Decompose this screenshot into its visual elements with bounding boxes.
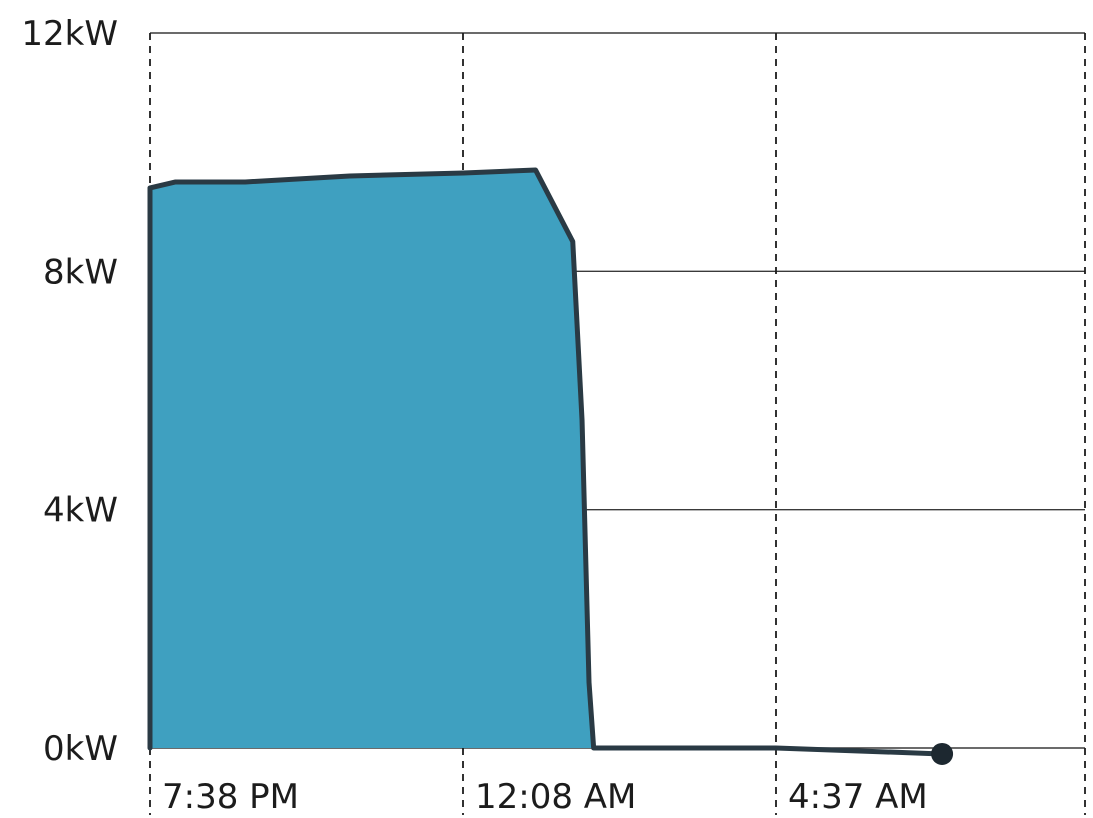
y-tick-label: 4kW (43, 491, 118, 531)
x-tick-label: 7:38 PM (162, 777, 299, 817)
series-area (150, 170, 594, 748)
end-point-marker (931, 742, 954, 765)
line-layer (147, 167, 954, 765)
y-tick-label: 8kW (43, 252, 118, 292)
tick-labels: 0kW 4kW 8kW 12kW 7:38 PM 12:08 AM 4:37 AM (21, 14, 927, 817)
y-tick-label: 0kW (43, 729, 118, 769)
area-layer (150, 170, 594, 748)
x-tick-label: 4:37 AM (788, 777, 928, 817)
y-tick-label: 12kW (21, 14, 118, 54)
x-tick-label: 12:08 AM (475, 777, 636, 817)
